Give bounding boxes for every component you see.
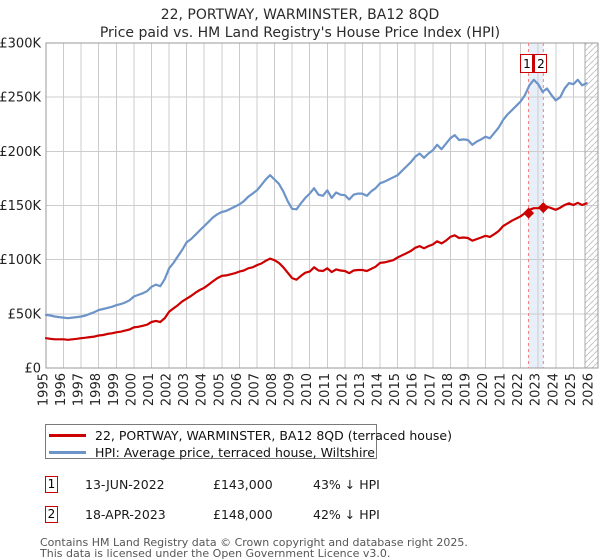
transaction-2-date: 18-APR-2023	[85, 507, 166, 522]
legend-item-hpi: HPI: Average price, terraced house, Wilt…	[46, 444, 376, 460]
svg-text:2001: 2001	[142, 373, 157, 406]
svg-text:1996: 1996	[54, 373, 69, 406]
svg-text:2006: 2006	[230, 373, 245, 406]
svg-text:£150K: £150K	[0, 199, 41, 214]
svg-text:2014: 2014	[371, 373, 386, 406]
svg-text:1999: 1999	[107, 373, 122, 406]
svg-text:2002: 2002	[160, 373, 175, 406]
svg-text:2011: 2011	[318, 373, 333, 406]
sale-marker-2-label: 2	[535, 55, 547, 72]
svg-text:2009: 2009	[283, 373, 298, 406]
svg-text:2024: 2024	[546, 373, 561, 406]
page-subtitle: Price paid vs. HM Land Registry's House …	[99, 24, 501, 41]
sale-marker-labels: 1 2	[520, 54, 548, 73]
svg-text:1997: 1997	[72, 373, 87, 406]
chart-legend: 22, PORTWAY, WARMINSTER, BA12 8QD (terra…	[45, 424, 452, 460]
svg-text:2023: 2023	[529, 373, 544, 406]
svg-text:2012: 2012	[335, 373, 350, 406]
svg-text:2025: 2025	[564, 373, 579, 406]
svg-text:2010: 2010	[300, 373, 315, 406]
svg-text:2019: 2019	[458, 373, 473, 406]
svg-text:1995: 1995	[37, 373, 52, 406]
svg-text:£200K: £200K	[0, 145, 41, 160]
svg-text:2013: 2013	[353, 373, 368, 406]
property-line-swatch	[49, 433, 86, 437]
svg-text:2015: 2015	[388, 373, 403, 406]
transaction-row-1: 1 13-JUN-2022 £143,000 43% ↓ HPI	[0, 476, 600, 496]
transaction-2-price: £148,000	[213, 507, 273, 522]
transaction-1-date: 13-JUN-2022	[85, 477, 165, 492]
legend-label-property: 22, PORTWAY, WARMINSTER, BA12 8QD (terra…	[95, 427, 452, 443]
svg-text:2017: 2017	[423, 373, 438, 406]
transaction-1-price: £143,000	[213, 477, 273, 492]
legend-label-hpi: HPI: Average price, terraced house, Wilt…	[95, 444, 375, 460]
svg-text:2003: 2003	[177, 373, 192, 406]
transaction-1-hpi-diff: 43% ↓ HPI	[313, 477, 380, 492]
hpi-line-swatch	[49, 450, 86, 454]
sale-marker-1-label: 1	[521, 55, 533, 72]
svg-text:2008: 2008	[265, 373, 280, 406]
footer-line-1: Contains HM Land Registry data © Crown c…	[40, 536, 468, 549]
svg-text:2007: 2007	[248, 373, 263, 406]
svg-text:2005: 2005	[212, 373, 227, 406]
svg-text:£250K: £250K	[0, 91, 41, 106]
svg-text:2022: 2022	[511, 373, 526, 406]
transaction-row-2: 2 18-APR-2023 £148,000 42% ↓ HPI	[0, 506, 600, 526]
legend-item-property: 22, PORTWAY, WARMINSTER, BA12 8QD (terra…	[46, 428, 452, 443]
chart-title: 22, PORTWAY, WARMINSTER, BA12 8QD Price …	[0, 7, 600, 42]
svg-text:£0: £0	[24, 362, 41, 377]
svg-text:2026: 2026	[582, 373, 597, 406]
svg-text:£300K: £300K	[0, 37, 41, 52]
svg-text:2021: 2021	[494, 373, 509, 406]
license-footer: Contains HM Land Registry data © Crown c…	[40, 536, 468, 560]
svg-text:2004: 2004	[195, 373, 210, 406]
transaction-2-hpi-diff: 42% ↓ HPI	[313, 507, 380, 522]
page-title: 22, PORTWAY, WARMINSTER, BA12 8QD	[160, 7, 440, 23]
transaction-1-number-box: 1	[45, 476, 58, 493]
footer-line-2: This data is licensed under the Open Gov…	[40, 546, 391, 560]
svg-text:2018: 2018	[441, 373, 456, 406]
svg-text:2016: 2016	[406, 373, 421, 406]
svg-text:1998: 1998	[89, 373, 104, 406]
svg-text:2020: 2020	[476, 373, 491, 406]
svg-text:£50K: £50K	[8, 307, 42, 322]
transaction-2-number-box: 2	[45, 506, 58, 523]
svg-text:£100K: £100K	[0, 253, 41, 268]
svg-text:2000: 2000	[124, 373, 139, 406]
